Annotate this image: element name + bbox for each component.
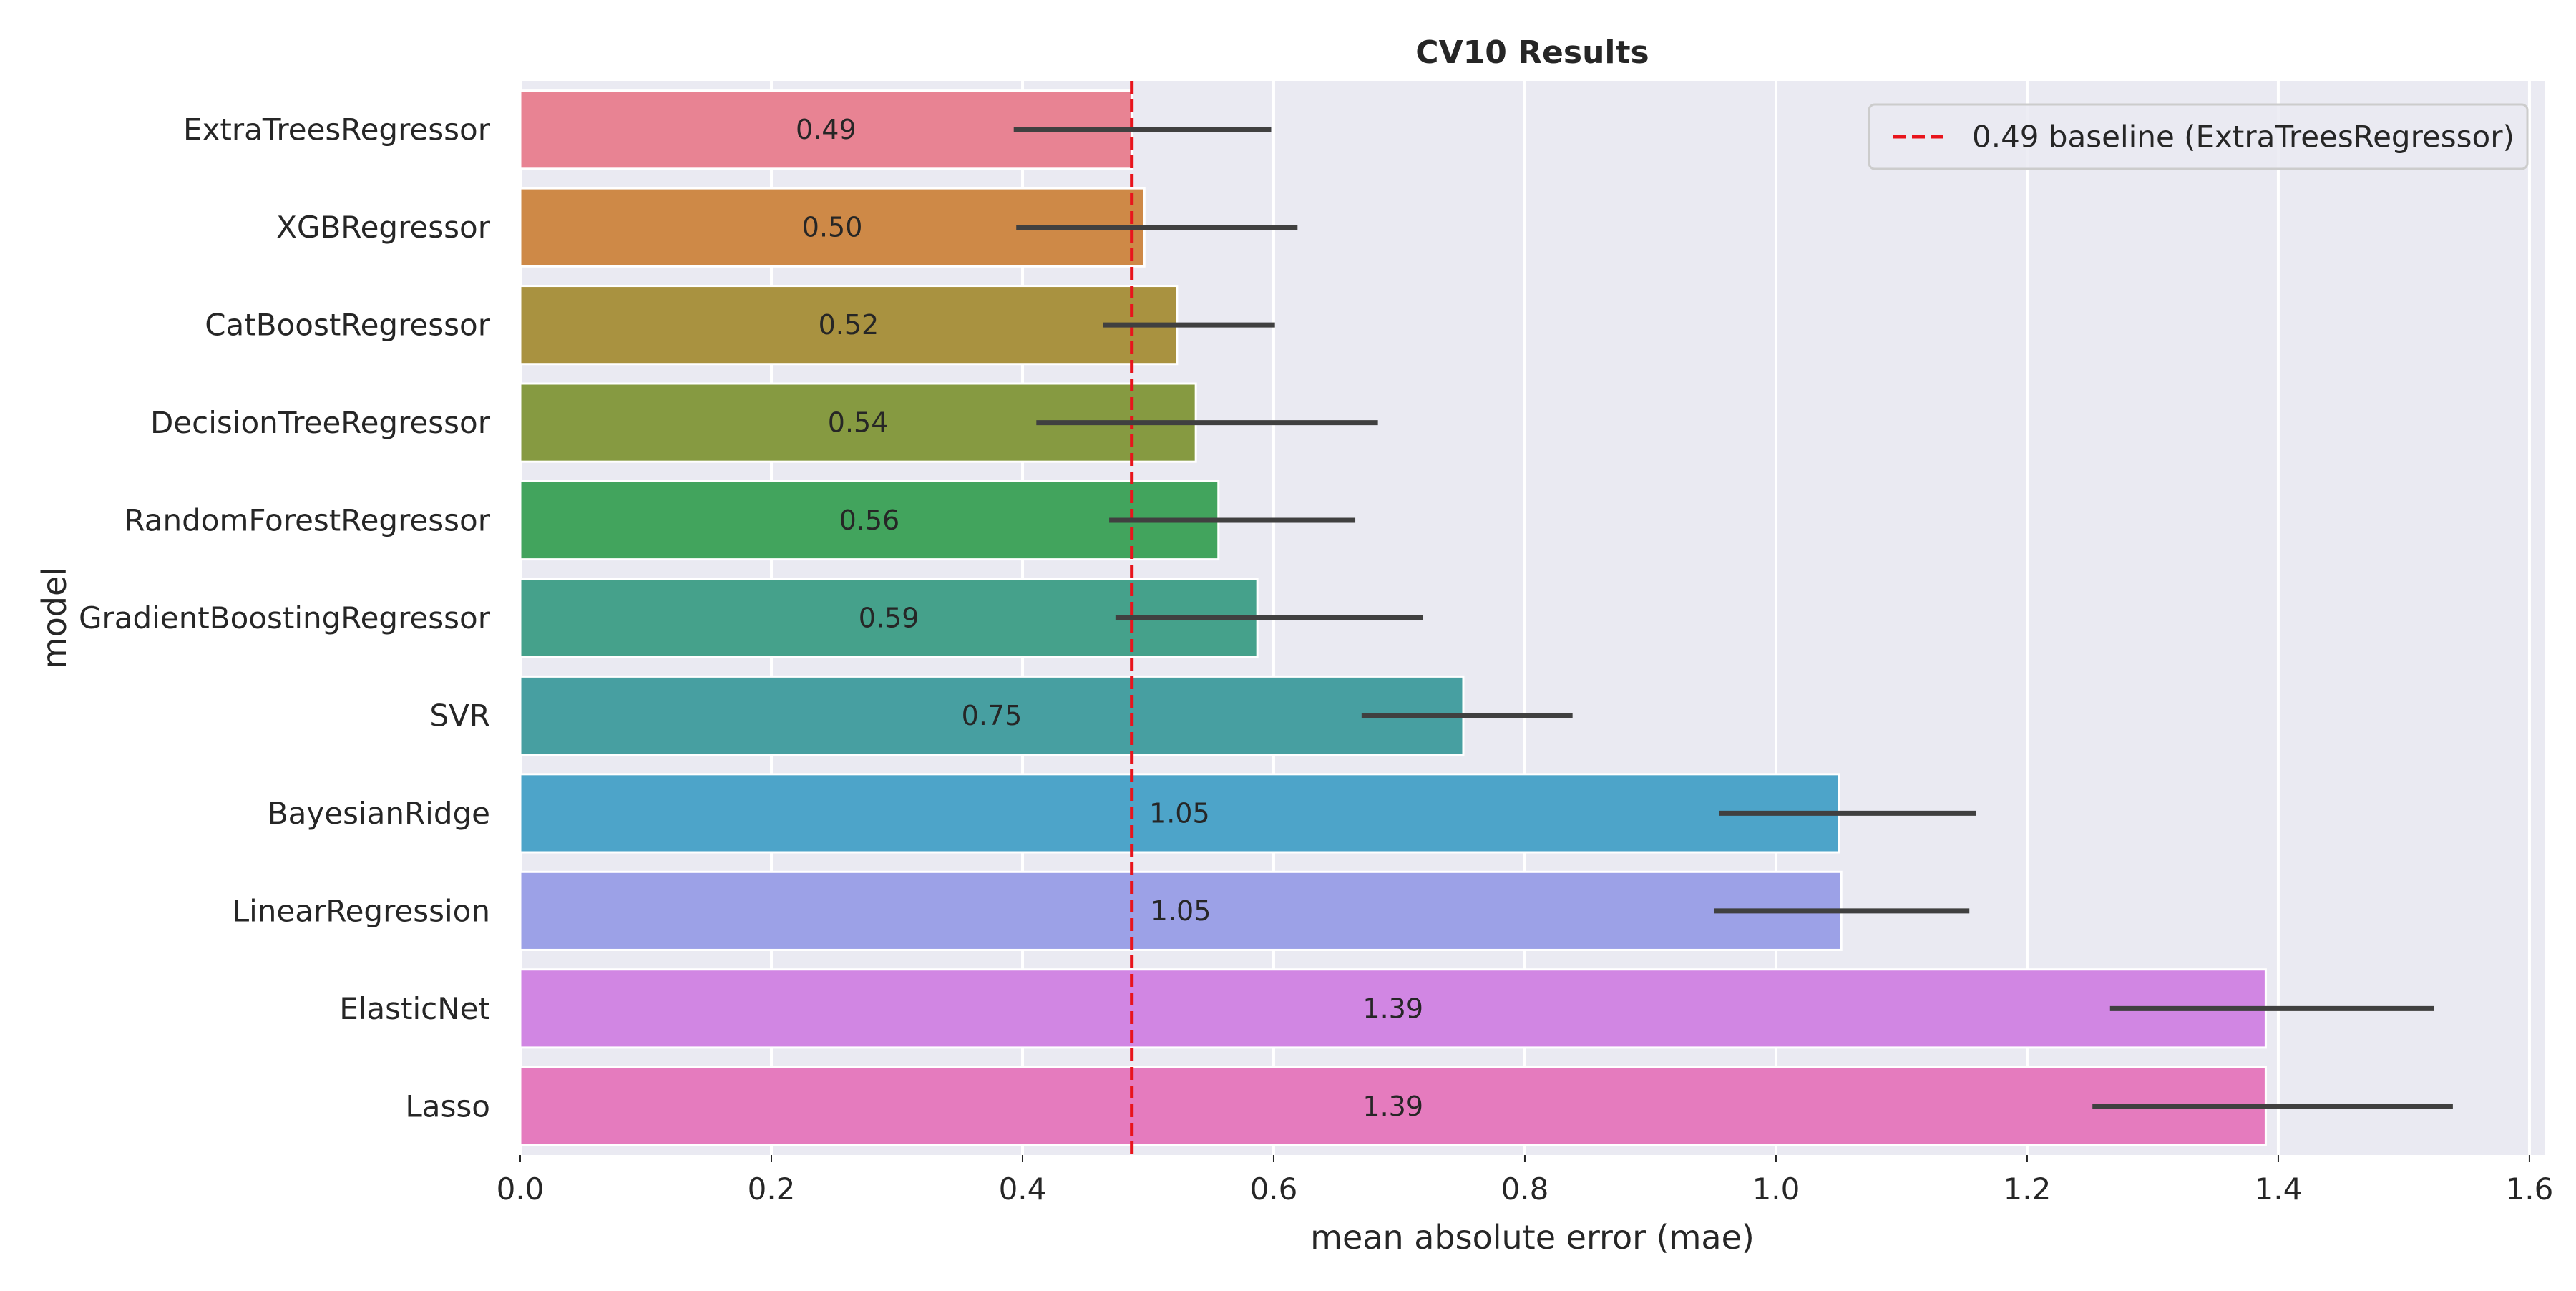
data-label: 0.56 [839, 505, 900, 536]
y-tick-label: XGBRegressor [276, 210, 491, 245]
legend-box [1868, 103, 2529, 170]
y-tick-label: SVR [429, 698, 490, 733]
bar [519, 479, 1220, 561]
bar [519, 1066, 2267, 1146]
bar [519, 968, 2267, 1049]
x-tick-label: 0.2 [748, 1171, 796, 1207]
y-tick-label: DecisionTreeRegressor [150, 405, 491, 440]
data-label: 1.05 [1151, 895, 1211, 927]
x-axis-label: mean absolute error (mae) [1310, 1218, 1755, 1257]
data-label: 0.75 [962, 700, 1023, 731]
y-tick-label: Lasso [405, 1088, 490, 1124]
data-label: 0.59 [859, 603, 919, 634]
data-label: 0.50 [802, 212, 863, 243]
y-tick-label: ExtraTreesRegressor [183, 112, 491, 147]
x-tick-label: 1.2 [2004, 1171, 2051, 1207]
y-tick-label: GradientBoostingRegressor [79, 600, 491, 635]
y-tick-label: CatBoostRegressor [205, 308, 491, 343]
chart-title: CV10 Results [1415, 34, 1649, 71]
x-tick-label: 1.0 [1752, 1171, 1800, 1207]
legend-label: 0.49 baseline (ExtraTreesRegressor) [1972, 120, 2514, 155]
data-label: 1.39 [1362, 993, 1423, 1024]
x-tick-label: 1.6 [2506, 1171, 2554, 1207]
data-label: 0.52 [819, 309, 879, 341]
y-tick-label: ElasticNet [339, 991, 490, 1026]
y-tick-label: LinearRegression [233, 893, 490, 928]
bar [519, 870, 1843, 951]
x-tick-label: 0.0 [497, 1171, 545, 1207]
x-tick-label: 0.4 [999, 1171, 1047, 1207]
x-tick-label: 0.6 [1250, 1171, 1298, 1207]
bar [519, 675, 1465, 756]
x-tick-label: 1.4 [2255, 1171, 2303, 1207]
data-label: 1.05 [1149, 797, 1210, 829]
data-label: 0.49 [796, 114, 857, 145]
x-tick-label: 0.8 [1501, 1171, 1549, 1207]
data-label: 1.39 [1362, 1091, 1423, 1122]
y-axis-label: model [35, 567, 74, 669]
y-tick-label: BayesianRidge [268, 796, 490, 831]
y-tick-label: RandomForestRegressor [125, 503, 491, 538]
data-label: 0.54 [828, 407, 889, 439]
bar [519, 285, 1179, 366]
